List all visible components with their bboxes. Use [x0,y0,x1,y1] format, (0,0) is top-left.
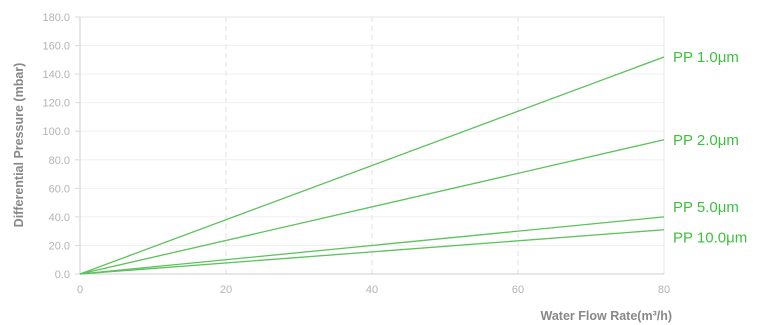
y-tick-label: 140.0 [42,69,70,81]
y-tick-label: 20.0 [49,240,70,252]
y-tick-label: 100.0 [42,126,70,138]
y-tick-label: 120.0 [42,98,70,110]
x-tick-label: 80 [658,284,670,296]
series-line [79,139,665,275]
series-line [79,216,665,275]
series-label: PP 2.0μm [673,132,739,149]
series-line [79,229,665,275]
x-tick-label: 20 [220,284,232,296]
series-labels: PP 1.0μm PP 2.0μm PP 5.0μm PP 10.0μm [673,49,747,247]
y-tick-label: 0.0 [55,269,70,281]
series-line [79,56,665,275]
y-axis-ticks: 0.0 20.0 40.0 60.0 80.0 100.0 120.0 140.0 160.0 1… [42,12,80,281]
chart-grid [80,16,664,274]
x-tick-label: 40 [366,284,378,296]
x-tick-label: 0 [77,284,83,296]
y-tick-label: 160.0 [42,41,70,53]
series-label: PP 10.0μm [673,230,747,247]
x-axis-ticks: 0 20 40 60 80 [77,284,670,296]
chart-axes [79,16,665,275]
y-tick-label: 60.0 [49,183,70,195]
y-axis-title: Differential Pressure (mbar) [12,63,26,228]
x-axis-title: Water Flow Rate(m³/h) [541,309,672,323]
x-tick-label: 60 [512,284,524,296]
y-tick-label: 180.0 [42,12,70,24]
y-tick-label: 80.0 [49,155,70,167]
series-label: PP 5.0μm [673,199,739,216]
chart-series-lines [79,56,665,275]
y-tick-label: 40.0 [49,212,70,224]
series-label: PP 1.0μm [673,49,739,66]
